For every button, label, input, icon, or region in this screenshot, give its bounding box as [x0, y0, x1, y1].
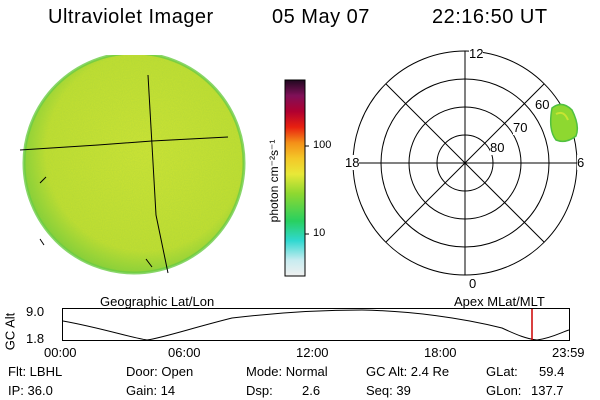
altitude-ytick-top: 9.0 [26, 304, 45, 319]
altitude-ylabel: GC Alt [2, 312, 18, 351]
app-title: Ultraviolet Imager [48, 6, 214, 28]
xtick-0000: 00:00 [44, 345, 77, 360]
colorbar-tick-10: 10 [313, 227, 326, 239]
altitude-ytick-bottom: 1.8 [26, 331, 45, 346]
geographic-label: Geographic Lat/Lon [100, 294, 215, 309]
aurora-spot [549, 103, 579, 143]
disk-edge [22, 55, 246, 275]
date-label: 05 May 07 [272, 6, 370, 28]
mlt-label-6: 6 [577, 155, 585, 170]
filter-status: Flt: LBHL [8, 364, 63, 379]
longitude-line [147, 74, 169, 274]
grid-tick [145, 258, 153, 268]
latitude-line [19, 136, 229, 151]
apex-label: Apex MLat/MLT [454, 294, 545, 309]
mlt-label-0: 0 [469, 276, 477, 291]
glon-label: GLon: [486, 383, 522, 398]
colorbar-gradient [284, 79, 306, 277]
colorbar-tick-100: 100 [313, 139, 332, 151]
xtick-2359: 23:59 [552, 345, 585, 360]
mlat-label-80: 80 [490, 140, 505, 155]
geographic-image [19, 55, 246, 275]
mlat-label-60: 60 [535, 97, 550, 112]
glat-label: GLat: [486, 364, 518, 379]
colorbar [284, 79, 309, 277]
altitude-plot [62, 308, 570, 341]
dsp-value: 2.6 [302, 383, 321, 398]
glon-value: 137.7 [531, 383, 564, 398]
mlat-label-70: 70 [513, 120, 528, 135]
gc-alt-status: GC Alt: 2.4 Re [366, 364, 450, 379]
xtick-0600: 06:00 [168, 345, 201, 360]
mode-status: Mode: Normal [246, 364, 328, 379]
altitude-curve [62, 309, 570, 341]
xtick-1800: 18:00 [424, 345, 457, 360]
gain-status: Gain: 14 [126, 383, 176, 398]
altitude-frame [62, 308, 570, 341]
polar-plot [352, 50, 579, 276]
door-status: Door: Open [126, 364, 194, 379]
dsp-label: Dsp: [246, 383, 273, 398]
grid-tick [39, 238, 45, 246]
seq-status: Seq: 39 [366, 383, 411, 398]
ip-status: IP: 36.0 [8, 383, 53, 398]
grid-tick [39, 176, 47, 184]
glat-value: 59.4 [539, 364, 565, 379]
mlt-label-18: 18 [345, 155, 360, 170]
mlt-label-12: 12 [469, 46, 484, 61]
time-label: 22:16:50 UT [432, 6, 548, 28]
xtick-1200: 12:00 [296, 345, 329, 360]
colorbar-unit-label: photon cm⁻²s⁻¹ [267, 139, 281, 223]
